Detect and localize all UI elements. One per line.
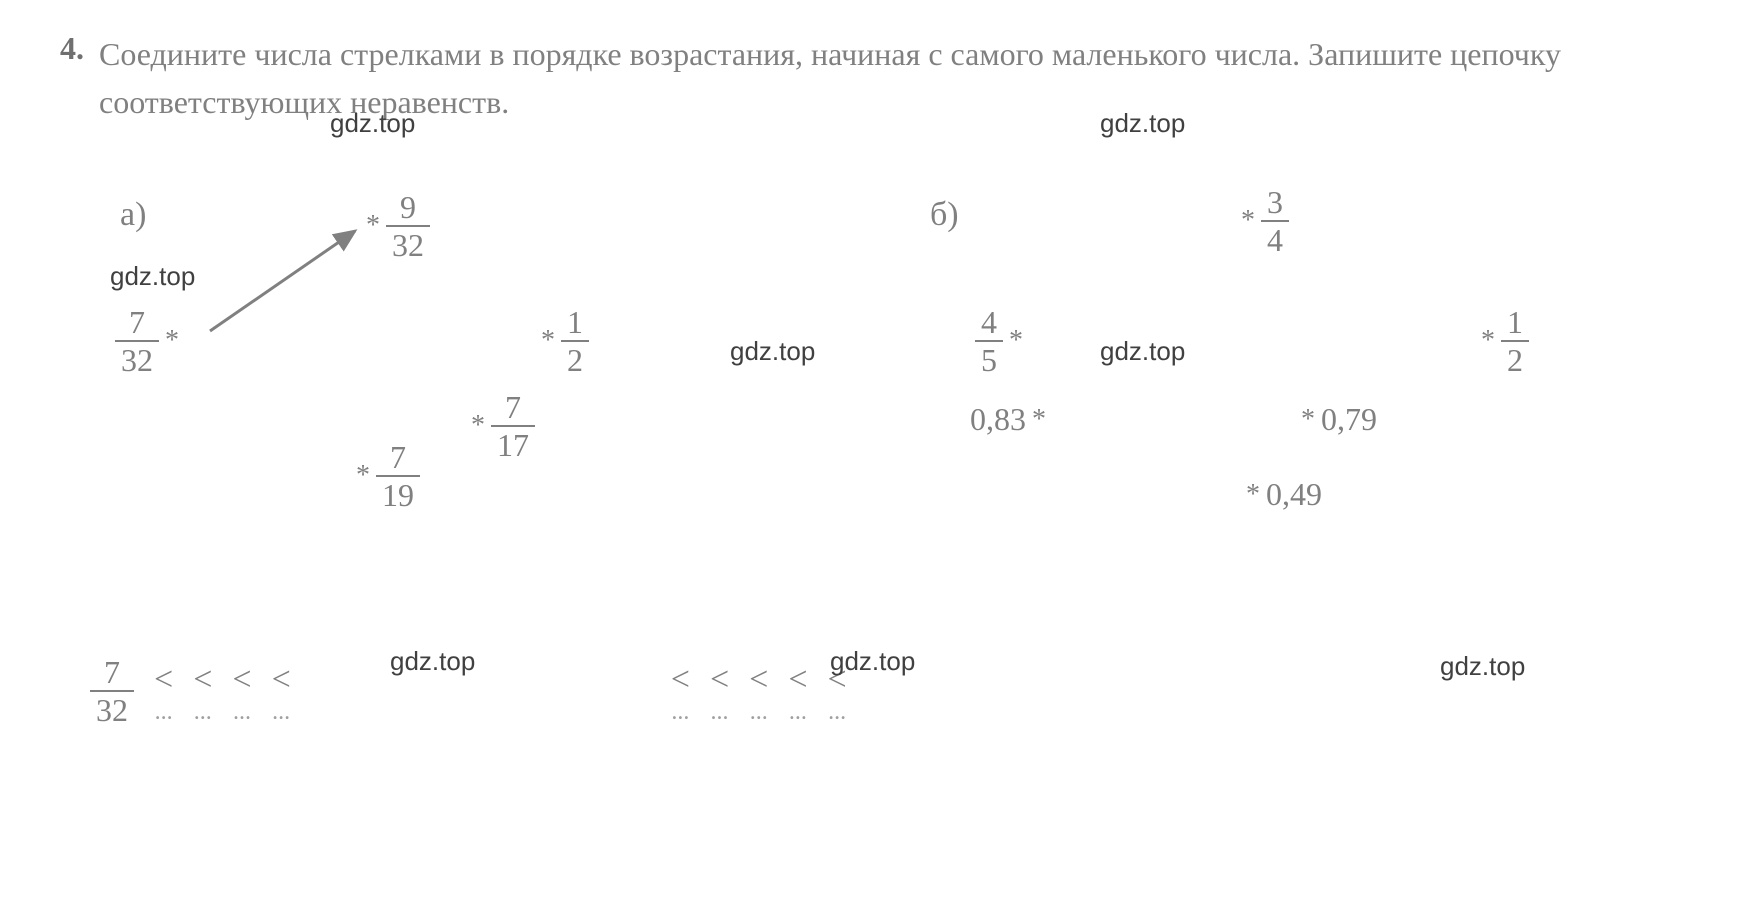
diagrams-area: а) gdz.top 7 32 * * 9 32 * 1 2 * 7: [60, 166, 1678, 616]
less-than: <: [193, 661, 212, 699]
dots: ...: [272, 699, 290, 726]
decimal-value: 0,83: [970, 401, 1026, 438]
less-than: <: [671, 661, 690, 699]
denominator: 5: [975, 344, 1003, 376]
numerator: 1: [1501, 306, 1529, 338]
dots: ...: [828, 699, 846, 726]
answer-row: 7 32 < ... < ... < ... < ... gdz.top gdz…: [60, 656, 1678, 726]
watermark: gdz.top: [390, 646, 475, 677]
dots: ...: [155, 699, 173, 726]
fraction-node: * 7 19: [350, 441, 420, 511]
numerator: 3: [1261, 186, 1289, 218]
denominator: 32: [115, 344, 159, 376]
dots: ...: [194, 699, 212, 726]
watermark: gdz.top: [830, 646, 915, 677]
problem-number: 4.: [60, 30, 84, 67]
denominator: 32: [90, 694, 134, 726]
denominator: 2: [1501, 344, 1529, 376]
denominator: 32: [386, 229, 430, 261]
denominator: 4: [1261, 224, 1289, 256]
decimal-node: * 0,49: [1240, 476, 1322, 513]
denominator: 17: [491, 429, 535, 461]
watermark: gdz.top: [110, 261, 195, 292]
star-marker: *: [1241, 205, 1255, 237]
numerator: 1: [561, 306, 589, 338]
fraction-node: 4 5 *: [975, 306, 1029, 376]
less-than: <: [232, 661, 251, 699]
fraction-node: * 7 17: [465, 391, 535, 461]
decimal-value: 0,79: [1321, 401, 1377, 438]
less-than: <: [154, 661, 173, 699]
star-marker: *: [541, 325, 555, 357]
numerator: 9: [394, 191, 422, 223]
star-marker: *: [1481, 325, 1495, 357]
denominator: 19: [376, 479, 420, 511]
less-than: <: [710, 661, 729, 699]
part-b-label: б): [930, 196, 959, 234]
dots: ...: [233, 699, 251, 726]
answer-part-a: 7 32 < ... < ... < ... < ...: [90, 656, 291, 726]
watermark: gdz.top: [330, 108, 415, 139]
fraction-node: * 3 4: [1235, 186, 1289, 256]
dots: ...: [789, 699, 807, 726]
decimal-node: 0,83 *: [970, 401, 1052, 438]
dots: ...: [750, 699, 768, 726]
less-than: <: [749, 661, 768, 699]
star-marker: *: [356, 460, 370, 492]
less-than: <: [272, 661, 291, 699]
numerator: 7: [499, 391, 527, 423]
fraction-node: * 1 2: [535, 306, 589, 376]
fraction-node: 7 32 *: [115, 306, 185, 376]
numerator: 7: [384, 441, 412, 473]
problem-header: 4. Соедините числа стрелками в порядке в…: [60, 30, 1678, 126]
watermark: gdz.top: [1440, 651, 1525, 682]
watermark: gdz.top: [730, 336, 815, 367]
watermark: gdz.top: [1100, 108, 1185, 139]
fraction-node: * 9 32: [360, 191, 430, 261]
watermark: gdz.top: [1100, 336, 1185, 367]
star-marker: *: [1032, 404, 1046, 436]
dots: ...: [711, 699, 729, 726]
dots: ...: [671, 699, 689, 726]
denominator: 2: [561, 344, 589, 376]
arrow-icon: [200, 221, 370, 341]
answer-part-b: < ... < ... < ... < ... < ...: [671, 656, 847, 726]
numerator: 7: [123, 306, 151, 338]
star-marker: *: [1246, 479, 1260, 511]
less-than: <: [788, 661, 807, 699]
star-marker: *: [165, 325, 179, 357]
decimal-value: 0,49: [1266, 476, 1322, 513]
numerator: 4: [975, 306, 1003, 338]
star-marker: *: [1301, 404, 1315, 436]
star-marker: *: [1009, 325, 1023, 357]
decimal-node: * 0,79: [1295, 401, 1377, 438]
star-marker: *: [471, 410, 485, 442]
fraction-node: * 1 2: [1475, 306, 1529, 376]
numerator: 7: [98, 656, 126, 688]
part-a-label: а): [120, 196, 146, 234]
